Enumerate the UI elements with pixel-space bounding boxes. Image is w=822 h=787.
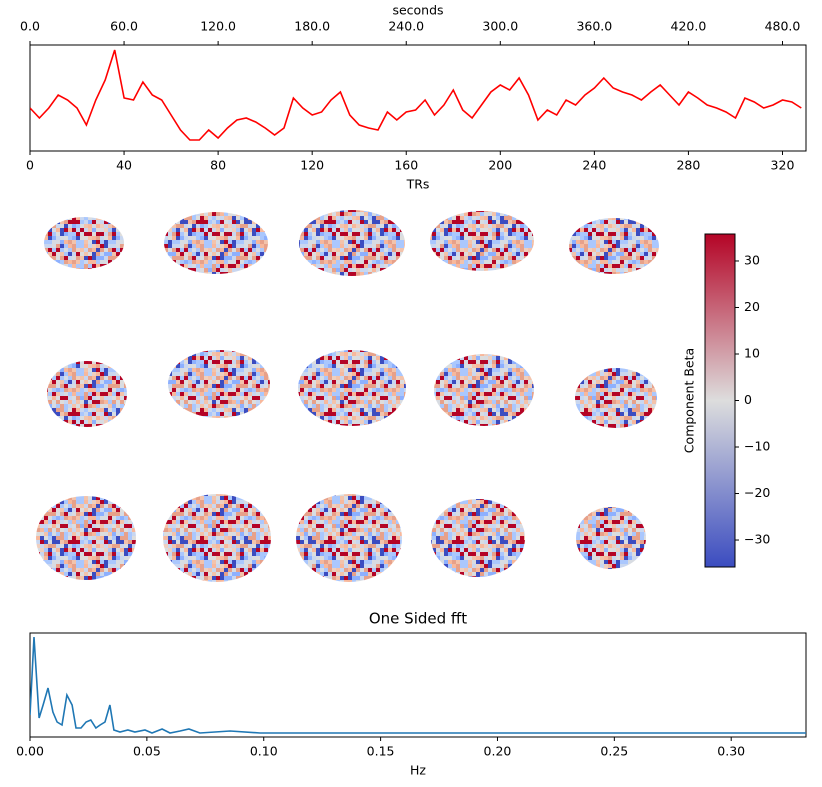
brain-slice: [431, 499, 525, 577]
x-tick-label: 0.15: [367, 744, 395, 759]
brain-slice: [296, 494, 402, 582]
colorbar-tick-label: 20: [744, 299, 760, 314]
top-x-tick-label: 420.0: [671, 19, 707, 34]
x-tick-label: 0.10: [250, 744, 278, 759]
brain-slice: [299, 210, 405, 276]
brain-slice: [163, 494, 271, 582]
colorbar-tick-label: −20: [744, 485, 770, 500]
chart-title: One Sided fft: [369, 610, 467, 628]
x-tick-label: 320: [771, 158, 795, 173]
x-tick-label: 0.05: [133, 744, 161, 759]
axes-frame: [29, 632, 807, 738]
top-x-tick-label: 120.0: [200, 19, 236, 34]
x-tick-label: 80: [210, 158, 226, 173]
x-tick-label: 120: [300, 158, 324, 173]
brain-slice: [164, 212, 268, 274]
x-tick-label: 0.00: [16, 744, 44, 759]
brain-slice: [44, 217, 124, 269]
top-x-tick-label: 240.0: [388, 19, 424, 34]
top-x-tick-label: 180.0: [294, 19, 330, 34]
x-axis-label: TRs: [406, 177, 430, 192]
brain-slice: [36, 496, 136, 580]
brain-slice: [576, 507, 646, 569]
x-tick-label: 0: [26, 158, 34, 173]
axes-frame: [29, 44, 807, 152]
colorbar-tick-label: 0: [744, 392, 752, 407]
top-x-tick-label: 0.0: [20, 19, 40, 34]
brain-slice: [168, 350, 270, 418]
line-series: [30, 49, 802, 141]
top-x-tick-label: 480.0: [765, 19, 801, 34]
colorbar: [704, 233, 736, 568]
colorbar-label: Component Beta: [682, 348, 697, 453]
x-tick-label: 40: [116, 158, 132, 173]
top-x-tick-label: 60.0: [110, 19, 138, 34]
x-tick-label: 160: [394, 158, 418, 173]
line-series: [30, 636, 806, 734]
top-x-tick-label: 360.0: [576, 19, 612, 34]
x-tick-label: 280: [676, 158, 700, 173]
brain-slice: [430, 211, 534, 271]
brain-slice: [298, 350, 406, 426]
colorbar-tick-label: 30: [744, 252, 760, 267]
x-tick-label: 0.30: [717, 744, 745, 759]
brain-slice: [47, 361, 127, 427]
x-axis-label: Hz: [410, 763, 426, 778]
brain-slice: [575, 368, 657, 428]
x-tick-label: 240: [582, 158, 606, 173]
x-tick-label: 200: [488, 158, 512, 173]
brain-slice: [569, 218, 659, 274]
top-x-axis-label: seconds: [392, 3, 443, 18]
colorbar-tick-label: −10: [744, 439, 770, 454]
colorbar-tick-label: 10: [744, 345, 760, 360]
x-tick-label: 0.20: [484, 744, 512, 759]
colorbar-tick-label: −30: [744, 532, 770, 547]
x-tick-label: 0.25: [600, 744, 628, 759]
top-x-tick-label: 300.0: [482, 19, 518, 34]
brain-slice: [434, 354, 534, 426]
